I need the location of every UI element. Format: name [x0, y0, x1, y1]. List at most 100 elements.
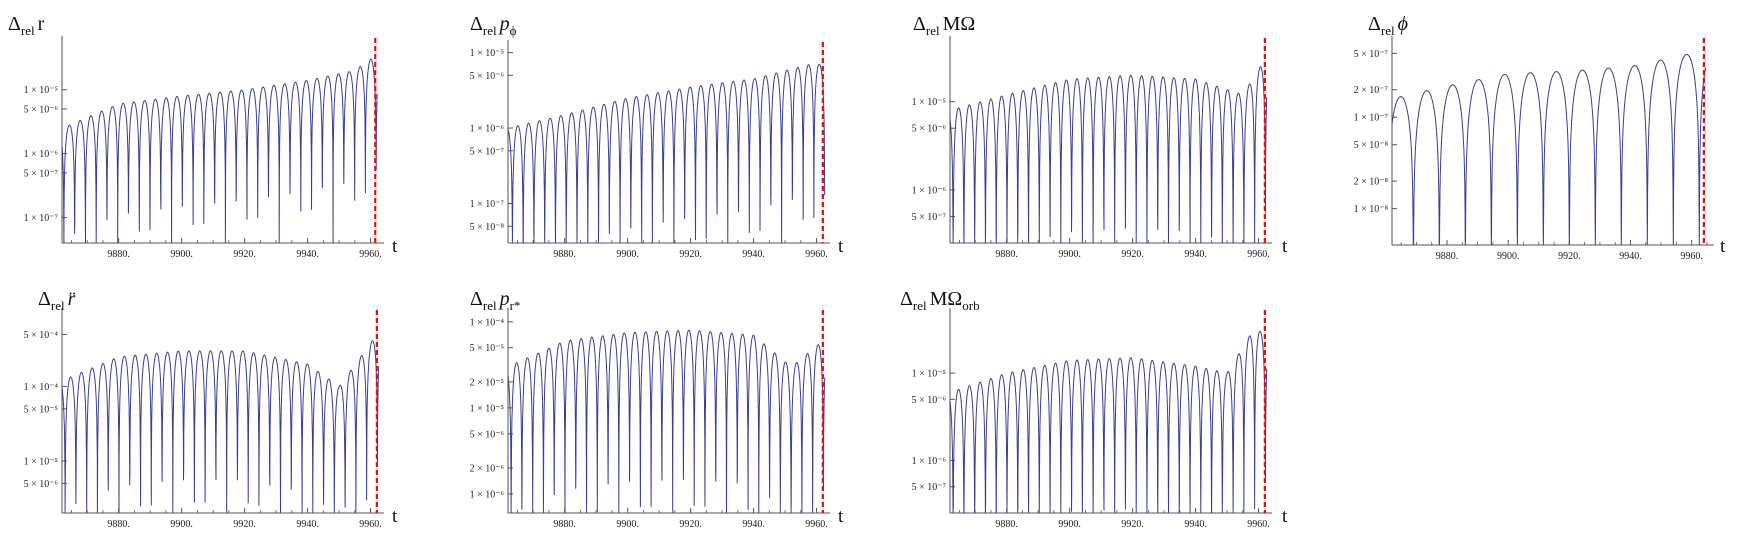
- panel-title: Δrel ϕ: [1368, 13, 1408, 38]
- y-tick-label: 1 × 10⁻⁶: [912, 185, 947, 196]
- x-tick-label: 9960.: [1247, 249, 1270, 260]
- title-delta: Δ: [900, 288, 913, 310]
- data-series-line: [949, 330, 1268, 514]
- panel-title: Δrel MΩ: [913, 13, 975, 38]
- x-tick-label: 9880.: [553, 519, 576, 530]
- chart-panel-4: 1 × 10⁻⁸ 2 × 10⁻⁸ 5 × 10⁻⁸ 1 × 10⁻⁷ 2 × 10⁻⁷…: [1354, 13, 1726, 262]
- title-delta: Δ: [470, 13, 483, 35]
- x-tick-label: 9920.: [679, 249, 702, 260]
- title-rel-sub: rel: [926, 23, 940, 38]
- x-tick-label: 9880.: [107, 519, 130, 530]
- y-tick-label: 5 × 10⁻⁶: [912, 395, 947, 406]
- x-tick-label: 9940.: [1619, 251, 1642, 262]
- data-series-line: [61, 58, 378, 244]
- x-tick-label: 9880.: [553, 249, 576, 260]
- data-series-line: [949, 66, 1268, 244]
- y-tick-label: 5 × 10⁻⁶: [24, 479, 59, 490]
- y-tick-label: 5 × 10⁻⁵: [24, 404, 58, 415]
- y-tick-label: 1 × 10⁻⁶: [912, 456, 947, 467]
- x-tick-label: 9920.: [233, 249, 256, 260]
- x-tick-label: 9940.: [1184, 519, 1207, 530]
- y-tick-label: 5 × 10⁻⁶: [470, 71, 505, 82]
- x-tick-label: 9900.: [1497, 251, 1520, 262]
- y-tick-label: 1 × 10⁻⁵: [470, 403, 504, 414]
- title-rel-sub: rel: [483, 23, 497, 38]
- x-tick-label: 9920.: [679, 519, 702, 530]
- data-series-line: [61, 340, 380, 514]
- panel-title: Δrel pϕ: [470, 13, 517, 38]
- title-rel-sub: rel: [21, 23, 35, 38]
- title-delta: Δ: [38, 288, 51, 310]
- x-tick-label: 9920.: [1121, 519, 1144, 530]
- x-tick-label: 9900.: [170, 249, 193, 260]
- y-tick-label: 1 × 10⁻⁷: [24, 213, 59, 224]
- panel-title: Δrel r̈: [38, 288, 76, 313]
- x-tick-label: 9960.: [805, 249, 828, 260]
- x-tick-label: 9900.: [1058, 249, 1081, 260]
- y-tick-label: 5 × 10⁻⁷: [24, 168, 59, 179]
- y-tick-label: 2 × 10⁻⁶: [470, 464, 505, 475]
- chart-panel-7: 5 × 10⁻⁷ 1 × 10⁻⁶ 5 × 10⁻⁶ 1 × 10⁻⁵ 9880. 990…: [900, 288, 1288, 530]
- title-delta: Δ: [1368, 13, 1381, 35]
- x-tick-label: 9880.: [995, 249, 1018, 260]
- y-tick-label: 1 × 10⁻⁵: [912, 97, 946, 108]
- title-quantity-sub: r*: [510, 298, 521, 313]
- title-quantity-sub: orb: [962, 298, 979, 313]
- x-tick-label: 9920.: [233, 519, 256, 530]
- title-rel-sub: rel: [483, 298, 497, 313]
- y-tick-label: 1 × 10⁻⁶: [470, 124, 505, 135]
- y-tick-label: 1 × 10⁻⁴: [470, 317, 505, 328]
- y-tick-label: 2 × 10⁻⁵: [470, 377, 504, 388]
- x-tick-label: 9880.: [995, 519, 1018, 530]
- x-tick-label: 9940.: [296, 519, 319, 530]
- title-quantity: r̈: [68, 288, 76, 310]
- y-tick-label: 1 × 10⁻⁵: [470, 48, 504, 59]
- x-tick-label: 9940.: [742, 519, 765, 530]
- y-tick-label: 1 × 10⁻⁸: [1354, 204, 1389, 215]
- title-quantity: ϕ: [1398, 13, 1408, 35]
- x-tick-label: 9960.: [1680, 251, 1703, 262]
- title-quantity: p: [498, 13, 510, 35]
- y-tick-label: 1 × 10⁻⁵: [912, 369, 946, 380]
- x-tick-label: 9940.: [296, 249, 319, 260]
- y-tick-label: 1 × 10⁻⁶: [24, 149, 59, 160]
- data-series-line: [507, 329, 826, 514]
- x-axis-label: t: [392, 506, 398, 527]
- y-tick-label: 2 × 10⁻⁷: [1354, 85, 1389, 96]
- y-tick-label: 5 × 10⁻⁸: [1354, 140, 1389, 151]
- x-tick-label: 9880.: [107, 249, 130, 260]
- title-quantity: MΩ: [943, 13, 976, 35]
- y-tick-label: 1 × 10⁻⁷: [470, 199, 505, 210]
- chart-panel-3: 5 × 10⁻⁷ 1 × 10⁻⁶ 5 × 10⁻⁶ 1 × 10⁻⁵ 9880. 990…: [912, 13, 1288, 260]
- x-tick-label: 9900.: [1058, 519, 1081, 530]
- title-delta: Δ: [913, 13, 926, 35]
- title-rel-sub: rel: [51, 298, 65, 313]
- title-delta: Δ: [470, 288, 483, 310]
- x-axis-label: t: [1720, 236, 1726, 257]
- x-axis-label: t: [1282, 506, 1288, 527]
- y-tick-label: 1 × 10⁻⁷: [1354, 113, 1389, 124]
- panel-title: Δrel MΩorb: [900, 288, 980, 313]
- y-tick-label: 2 × 10⁻⁸: [1354, 177, 1389, 188]
- x-tick-label: 9960.: [359, 519, 382, 530]
- x-axis-label: t: [838, 506, 844, 527]
- x-tick-label: 9940.: [742, 249, 765, 260]
- y-tick-label: 5 × 10⁻⁶: [24, 104, 59, 115]
- panel-title: Δrel r: [8, 13, 45, 38]
- y-tick-label: 5 × 10⁻⁸: [470, 222, 505, 233]
- y-tick-label: 1 × 10⁻⁵: [24, 456, 58, 467]
- x-axis-label: t: [838, 236, 844, 257]
- x-tick-label: 9960.: [805, 519, 828, 530]
- x-axis-label: t: [392, 236, 398, 257]
- x-tick-label: 9900.: [170, 519, 193, 530]
- x-tick-label: 9920.: [1121, 249, 1144, 260]
- x-tick-label: 9960.: [1247, 519, 1270, 530]
- chart-panel-2: 5 × 10⁻⁸ 1 × 10⁻⁷ 5 × 10⁻⁷ 1 × 10⁻⁶ 5 × 10⁻⁶…: [470, 13, 844, 260]
- x-axis-label: t: [1282, 236, 1288, 257]
- title-rel-sub: rel: [913, 298, 927, 313]
- y-tick-label: 5 × 10⁻⁵: [470, 343, 504, 354]
- y-tick-label: 5 × 10⁻⁷: [1354, 49, 1389, 60]
- y-tick-label: 5 × 10⁻⁷: [912, 212, 947, 223]
- title-quantity: p: [498, 288, 510, 310]
